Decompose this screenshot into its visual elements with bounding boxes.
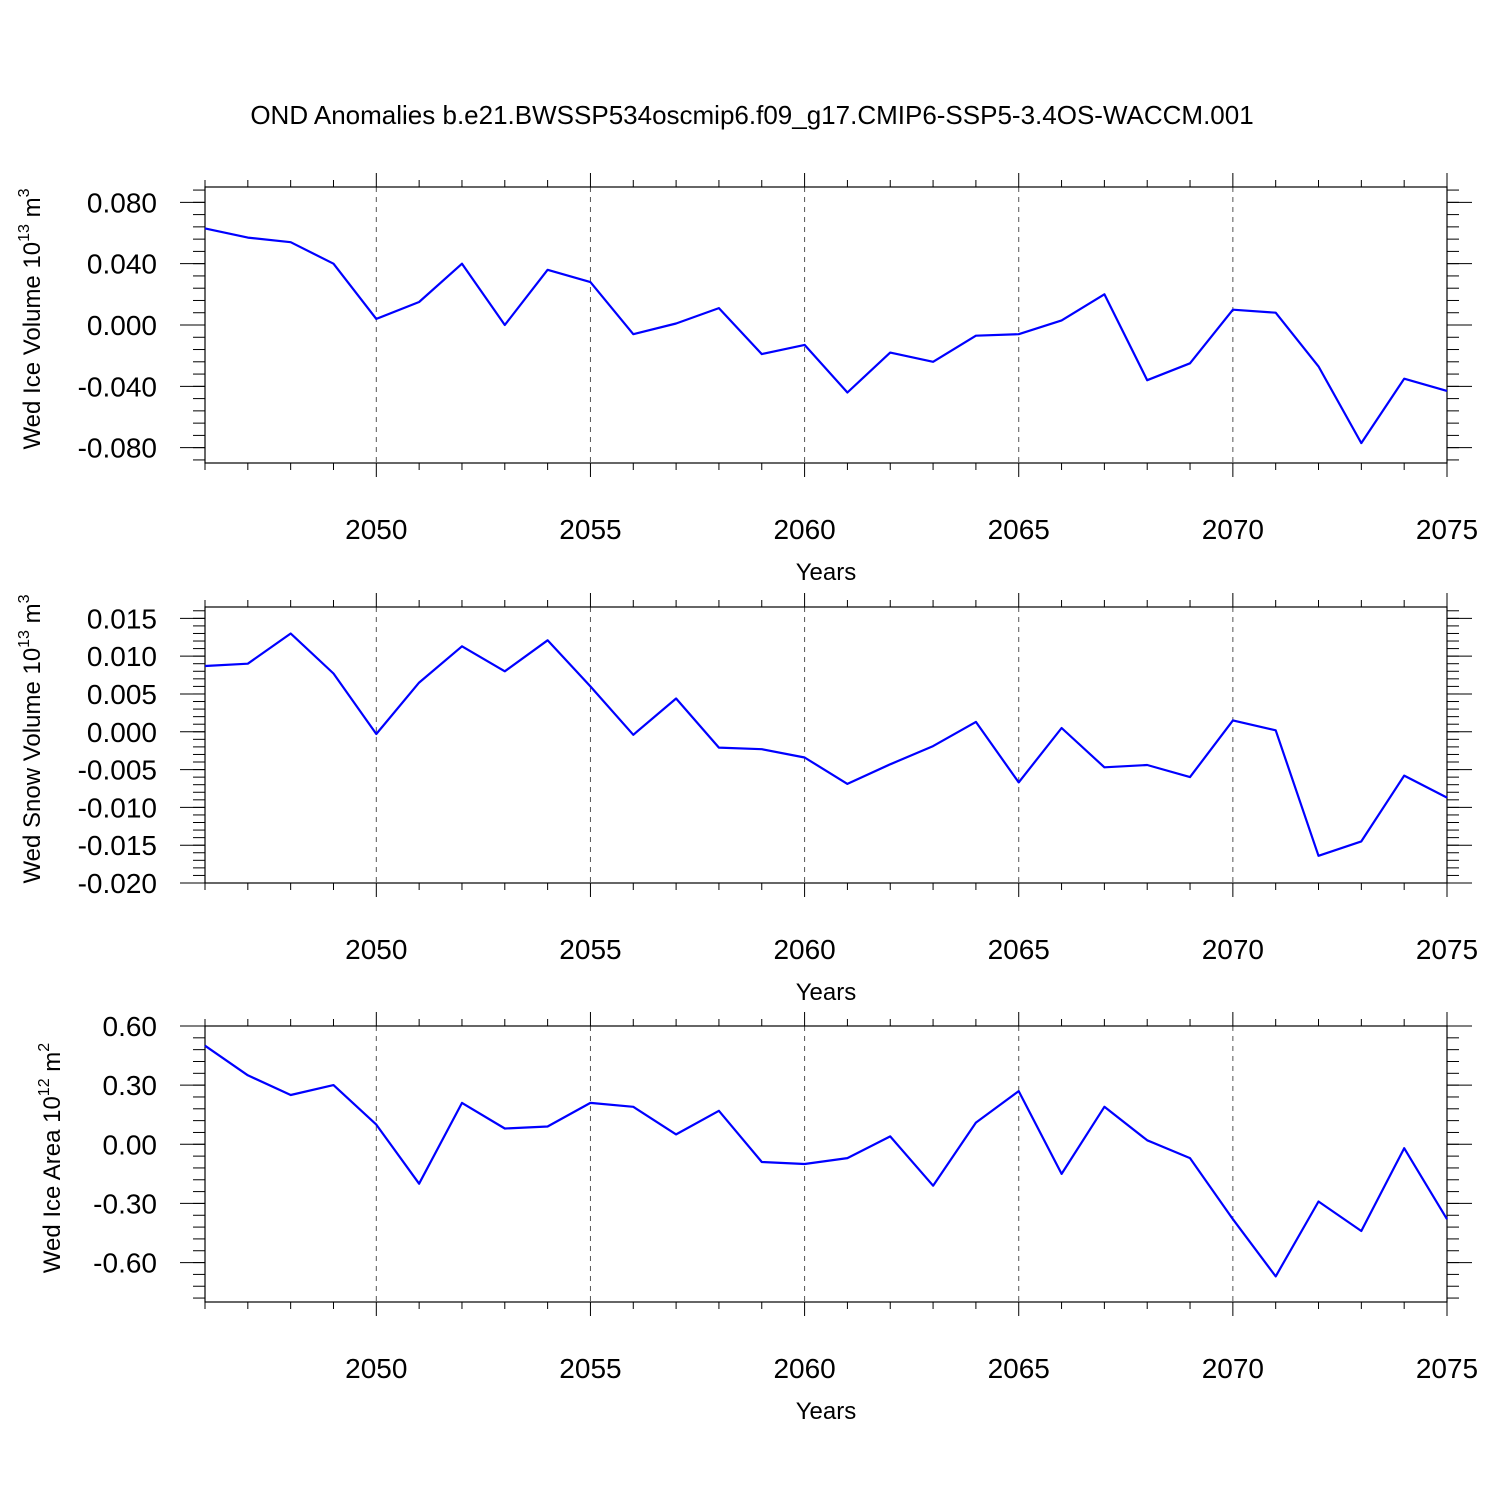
y-tick-label: 0.005 bbox=[87, 679, 157, 710]
y-tick-label: 0.00 bbox=[103, 1129, 158, 1160]
y-tick-label: -0.010 bbox=[78, 792, 157, 823]
y-tick-label: -0.020 bbox=[78, 868, 157, 899]
y-tick-label: -0.015 bbox=[78, 830, 157, 861]
x-tick-label: 2075 bbox=[1416, 514, 1478, 545]
series-line bbox=[204, 227, 1448, 445]
y-axis-label-unit-exponent: 3 bbox=[16, 188, 33, 197]
y-tick-label: 0.040 bbox=[87, 249, 157, 280]
x-axis-label: Years bbox=[796, 559, 857, 586]
y-tick-label: -0.080 bbox=[78, 433, 157, 464]
plot-frame bbox=[204, 606, 1448, 884]
x-tick-label: 2055 bbox=[559, 934, 621, 965]
series-line bbox=[204, 632, 1448, 857]
plot-frame bbox=[204, 186, 1448, 464]
y-axis-label: Wed Ice Volume 1013 m3 bbox=[16, 188, 46, 449]
x-axis-label: Years bbox=[796, 979, 857, 1006]
y-axis-label-main: Wed Ice Volume 10 bbox=[19, 242, 46, 450]
y-axis-label-main: Wed Ice Area 10 bbox=[39, 1096, 66, 1273]
y-tick-label: -0.60 bbox=[93, 1248, 157, 1279]
panel-ice-area: -0.60 -0.30 0.00 0.30 0.60 2050 2055 2060 2065 20… bbox=[36, 1011, 1478, 1425]
panel-snow-volume: -0.020 -0.015 -0.010 -0.005 0.000 0.005 0.010 0… bbox=[16, 593, 1478, 1006]
y-axis-label-exponent: 13 bbox=[16, 630, 33, 648]
y-tick-label: 0.080 bbox=[87, 187, 157, 218]
x-tick-label: 2060 bbox=[773, 934, 835, 965]
y-axis-label-unit: m bbox=[39, 1052, 66, 1079]
x-tick-label: 2065 bbox=[988, 934, 1050, 965]
y-axis-label-main: Wed Snow Volume 10 bbox=[19, 648, 46, 884]
x-tick-label: 2075 bbox=[1416, 934, 1478, 965]
y-tick-label: -0.040 bbox=[78, 371, 157, 402]
x-tick-label: 2050 bbox=[345, 934, 407, 965]
x-tick-label: 2050 bbox=[345, 514, 407, 545]
x-tick-label: 2055 bbox=[559, 1353, 621, 1384]
y-axis-label: Wed Ice Area 1012 m2 bbox=[36, 1043, 66, 1273]
y-tick-label: -0.005 bbox=[78, 755, 157, 786]
y-tick-label: 0.30 bbox=[103, 1070, 158, 1101]
y-tick-label: 0.015 bbox=[87, 603, 157, 634]
y-tick-label: 0.60 bbox=[103, 1011, 158, 1042]
x-tick-label: 2070 bbox=[1202, 514, 1264, 545]
x-tick-label: 2065 bbox=[988, 514, 1050, 545]
x-tick-label: 2075 bbox=[1416, 1353, 1478, 1384]
figure-title: OND Anomalies b.e21.BWSSP534oscmip6.f09_… bbox=[250, 100, 1253, 130]
y-axis-label-unit-exponent: 3 bbox=[16, 594, 33, 603]
y-axis-label-exponent: 13 bbox=[16, 224, 33, 242]
y-tick-label: 0.000 bbox=[87, 310, 157, 341]
y-tick-label: -0.30 bbox=[93, 1188, 157, 1219]
x-tick-label: 2050 bbox=[345, 1353, 407, 1384]
x-tick-label: 2070 bbox=[1202, 1353, 1264, 1384]
y-tick-label: 0.010 bbox=[87, 641, 157, 672]
x-tick-label: 2065 bbox=[988, 1353, 1050, 1384]
series-line bbox=[204, 1044, 1448, 1278]
y-axis-label-exponent: 12 bbox=[36, 1078, 53, 1096]
y-axis-label-unit: m bbox=[19, 603, 46, 630]
x-axis-label: Years bbox=[796, 1398, 857, 1425]
x-tick-label: 2070 bbox=[1202, 934, 1264, 965]
plot-frame bbox=[204, 1025, 1448, 1303]
y-axis-label-unit: m bbox=[19, 197, 46, 224]
x-tick-label: 2060 bbox=[773, 514, 835, 545]
x-tick-label: 2060 bbox=[773, 1353, 835, 1384]
y-tick-label: 0.000 bbox=[87, 717, 157, 748]
y-axis-label-unit-exponent: 2 bbox=[36, 1043, 53, 1052]
x-tick-label: 2055 bbox=[559, 514, 621, 545]
panel-ice-volume: -0.080 -0.040 0.000 0.040 0.080 2050 2055 2060 2… bbox=[16, 173, 1478, 586]
y-axis-label: Wed Snow Volume 1013 m3 bbox=[16, 594, 46, 883]
